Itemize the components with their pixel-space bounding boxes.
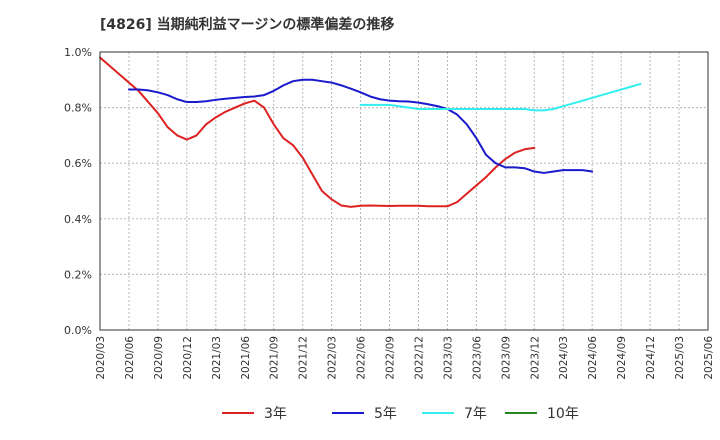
y-tick-label: 0.8% <box>64 102 92 115</box>
y-tick-label: 0.6% <box>64 157 92 170</box>
series-line-2 <box>359 82 642 112</box>
x-tick-label: 2024/03 <box>558 336 570 380</box>
series-line-1 <box>127 78 594 174</box>
x-tick-label: 2020/12 <box>182 336 194 380</box>
x-tick-label: 2024/06 <box>587 336 599 380</box>
x-tick-label: 2022/03 <box>327 336 339 380</box>
x-tick-label: 2022/12 <box>413 336 425 380</box>
x-tick-label: 2020/06 <box>124 336 136 380</box>
x-tick-label: 2023/03 <box>442 336 454 380</box>
x-tick-label: 2025/06 <box>703 336 715 380</box>
x-tick-label: 2025/03 <box>674 336 686 380</box>
x-tick-label: 2024/12 <box>645 336 657 380</box>
x-tick-label: 2024/09 <box>616 336 628 380</box>
axis-layer <box>99 51 709 331</box>
x-tick-label: 2023/09 <box>500 336 512 380</box>
y-tick-labels: 0.0% 0.2% 0.4% 0.6% 0.8% 1.0% <box>64 46 92 337</box>
x-tick-label: 2023/12 <box>529 336 541 380</box>
x-tick-label: 2020/03 <box>95 336 107 380</box>
x-tick-label: 2021/03 <box>211 336 223 380</box>
legend-label-1: 5年 <box>374 406 397 422</box>
series-layer <box>99 56 642 208</box>
legend-label-2: 7年 <box>464 406 487 422</box>
x-tick-labels: 2020/03 2020/06 2020/09 2020/12 2021/03 2021/… <box>95 336 715 380</box>
series-line-0 <box>99 56 536 208</box>
y-tick-label: 0.4% <box>64 213 92 226</box>
x-tick-label: 2022/06 <box>356 336 368 380</box>
legend-label-3: 10年 <box>547 406 579 422</box>
x-tick-label: 2020/09 <box>153 336 165 380</box>
y-tick-label: 0.2% <box>64 268 92 281</box>
grid-layer <box>100 52 708 330</box>
legend-label-0: 3年 <box>264 406 287 422</box>
x-tick-label: 2023/06 <box>471 336 483 380</box>
y-tick-label: 1.0% <box>64 46 92 59</box>
x-tick-label: 2021/06 <box>240 336 252 380</box>
chart-title: [4826] 当期純利益マージンの標準偏差の推移 <box>100 16 394 33</box>
x-tick-label: 2021/09 <box>269 336 281 380</box>
plot-frame <box>99 51 709 331</box>
x-tick-label: 2022/09 <box>385 336 397 380</box>
x-tick-label: 2021/12 <box>298 336 310 380</box>
legend: 3年 5年 7年 10年 <box>222 406 579 422</box>
y-tick-label: 0.0% <box>64 324 92 337</box>
